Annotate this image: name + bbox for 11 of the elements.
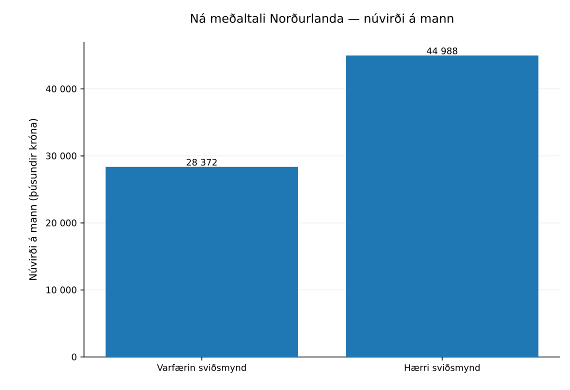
y-tick-label: 20 000 xyxy=(46,220,76,226)
data-label: 28 372 xyxy=(186,158,217,166)
y-tick-label: 40 000 xyxy=(46,86,76,92)
y-tick-label: 0 xyxy=(72,354,76,360)
y-axis-title: Núvirði á mann (þúsundir króna) xyxy=(28,118,39,280)
y-tick-label: 10 000 xyxy=(46,286,76,294)
data-label: 44 988 xyxy=(426,47,458,54)
y-tick-label: 30 000 xyxy=(46,152,76,160)
x-tick-label: Varfærin sviðsmynd xyxy=(157,364,246,373)
x-tick-label: Hærri sviðsmynd xyxy=(404,364,480,373)
chart-title: Ná meðaltali Norðurlanda — núvirði á mann xyxy=(191,13,454,23)
